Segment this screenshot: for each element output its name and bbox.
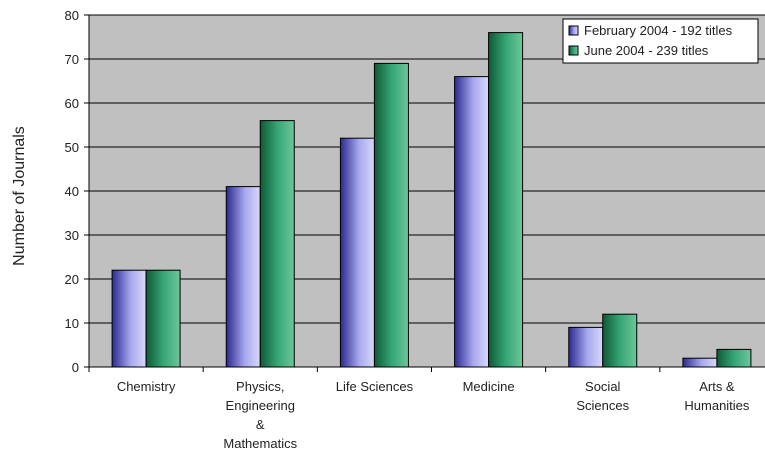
y-tick-label: 20: [65, 272, 79, 287]
bar-june-2004: [488, 32, 524, 368]
y-tick-label: 80: [65, 8, 79, 23]
x-category-label: &: [256, 417, 265, 432]
legend-swatch: [568, 45, 579, 56]
bar-june-2004: [716, 348, 752, 368]
bar-february-2004: [454, 76, 490, 368]
x-category-label: Sciences: [576, 398, 629, 413]
x-category-label: Life Sciences: [336, 379, 414, 394]
bar-february-2004: [111, 269, 147, 368]
legend-box: [562, 18, 759, 64]
y-tick-label: 10: [65, 316, 79, 331]
y-tick-label: 40: [65, 184, 79, 199]
y-tick-labels: 0 10 20 30 40 50 60 70 80: [65, 8, 89, 375]
x-category-label: Engineering: [226, 398, 295, 413]
legend-label: June 2004 - 239 titles: [584, 43, 709, 58]
bar-june-2004: [145, 269, 181, 368]
bar-june-2004: [259, 120, 295, 368]
y-tick-label: 30: [65, 228, 79, 243]
y-tick-label: 50: [65, 140, 79, 155]
bar-june-2004: [373, 62, 409, 368]
bar-june-2004: [602, 313, 638, 368]
x-category-label: Physics,: [236, 379, 284, 394]
y-tick-label: 60: [65, 96, 79, 111]
x-category-label: Humanities: [684, 398, 750, 413]
legend: February 2004 - 192 titles June 2004 - 23…: [562, 18, 759, 64]
bar-february-2004: [339, 137, 375, 368]
bar-february-2004: [225, 186, 261, 368]
y-tick-label: 70: [65, 52, 79, 67]
x-category-label: Medicine: [463, 379, 515, 394]
x-category-label: Mathematics: [223, 436, 297, 451]
x-category-label: Chemistry: [117, 379, 176, 394]
legend-label: February 2004 - 192 titles: [584, 23, 733, 38]
x-category-label: Arts &: [699, 379, 735, 394]
x-category-label: Social: [585, 379, 621, 394]
bars: [111, 32, 752, 368]
bar-february-2004: [568, 326, 604, 368]
y-axis-title: Number of Journals: [11, 126, 28, 266]
y-tick-label: 0: [72, 360, 79, 375]
legend-swatch: [568, 25, 579, 36]
bar-february-2004: [682, 357, 718, 368]
x-category-labels: Chemistry Physics, Engineering & Mathematics…: [88, 367, 750, 451]
